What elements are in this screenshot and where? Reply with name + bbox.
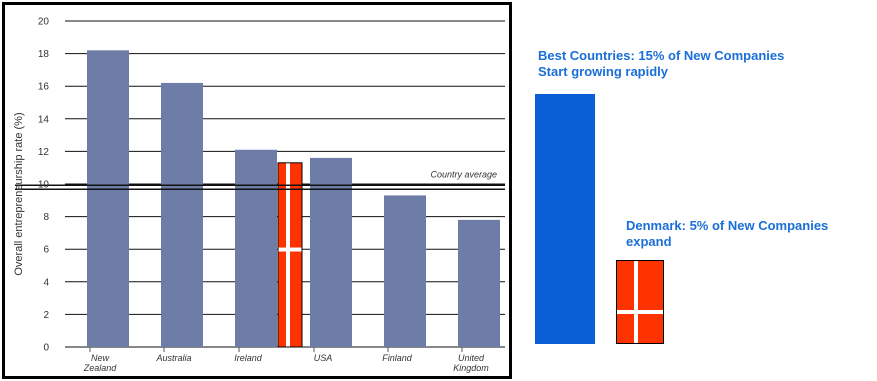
y-tick-label: 10 xyxy=(38,180,50,191)
bar xyxy=(235,149,277,347)
x-tick-label: New Zealand xyxy=(83,353,118,373)
best-countries-title: Best Countries: 15% of New Companies Sta… xyxy=(538,48,858,80)
bar xyxy=(161,82,203,347)
y-tick-label: 14 xyxy=(38,114,50,125)
best-countries-line-2: Start growing rapidly xyxy=(538,64,669,79)
bar xyxy=(310,157,352,347)
bar-chart: 0 2 4 6 8 10 12 14 16 18 20 Overall entrepreneurshi… xyxy=(13,17,505,373)
y-tick-label: 16 xyxy=(38,82,50,93)
denmark-line-1: Denmark: 5% of New Companies xyxy=(626,218,829,233)
x-tick-label: USA xyxy=(314,353,333,363)
y-tick-label: 20 xyxy=(38,17,50,28)
denmark-title: Denmark: 5% of New Companies expand xyxy=(626,218,876,250)
average-label: Country average xyxy=(430,169,497,179)
denmark-flag-bar xyxy=(616,260,664,344)
bar xyxy=(87,50,129,348)
y-tick-label: 8 xyxy=(43,212,49,223)
y-tick-label: 2 xyxy=(43,310,49,321)
bar xyxy=(384,195,426,347)
y-tick-label: 0 xyxy=(43,343,49,354)
y-tick-label: 6 xyxy=(43,245,49,256)
denmark-line-2: expand xyxy=(626,234,672,249)
x-tick-label: Ireland xyxy=(234,353,263,363)
best-countries-bar xyxy=(535,94,595,344)
y-tick-label: 12 xyxy=(38,147,50,158)
best-countries-line-1: Best Countries: 15% of New Companies xyxy=(538,48,785,63)
y-tick-label: 4 xyxy=(43,277,49,288)
chart-panel: 0 2 4 6 8 10 12 14 16 18 20 Overall entrepreneurshi… xyxy=(2,2,512,379)
x-tick-label: United Kingdom xyxy=(453,353,489,373)
flag-cross-vertical xyxy=(634,261,638,343)
y-axis-title: Overall entrepreneurship rate (%) xyxy=(13,112,25,275)
y-tick-label: 18 xyxy=(38,49,50,60)
flag-cross-vertical xyxy=(286,163,290,347)
x-tick-label: Finland xyxy=(382,353,413,363)
flag-cross-horizontal xyxy=(617,310,663,314)
x-tick-label: Australia xyxy=(155,353,191,363)
bar xyxy=(458,219,500,347)
